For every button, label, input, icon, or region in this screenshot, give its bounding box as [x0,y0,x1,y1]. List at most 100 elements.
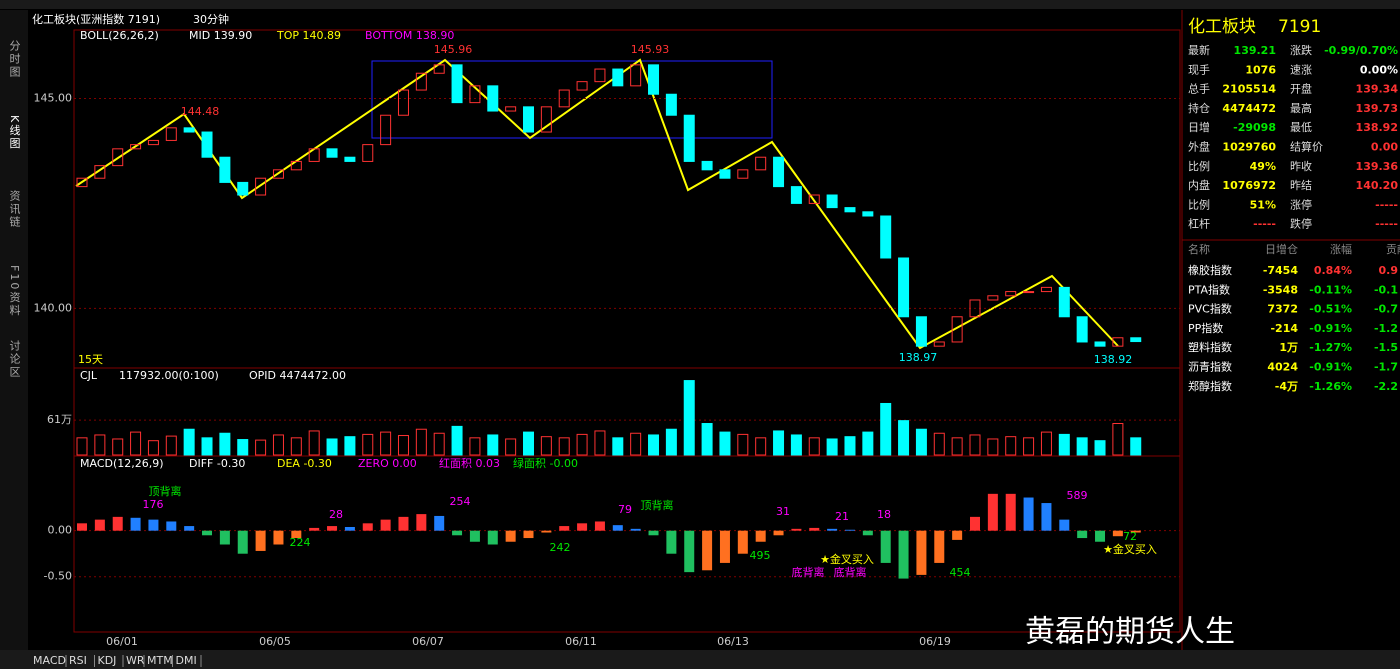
macd-bar [934,530,945,563]
component-cell: -1.2 [1374,322,1398,335]
sidebar-tab[interactable]: 分时图 [8,40,21,79]
volume-bar [112,438,124,456]
macd-bar [898,530,909,579]
component-header: 贡献 [1386,242,1400,256]
volume-bar [255,439,267,456]
volume-bar [915,428,927,456]
indicator-tab[interactable]: KDJ [98,654,117,667]
volume-bar [648,434,660,456]
volume-bar [630,432,642,456]
candle [451,64,463,104]
volume-bar [933,432,945,456]
macd-bar [291,530,302,539]
candle [1076,316,1088,343]
candle [1005,291,1017,297]
indicator-tab[interactable]: MACD [33,654,66,667]
quote-label: 杠杆 [1188,217,1210,231]
indicator-tab[interactable]: MTM [147,654,173,667]
macd-bar [559,526,570,531]
price-annotation: 138.92 [1094,353,1133,366]
quote-label: 日增 [1188,120,1210,134]
candle [898,257,910,318]
candle [523,106,534,133]
toolbar-period[interactable]: 30分钟 [193,12,229,26]
component-cell: -2.2 [1374,380,1398,393]
macd-annotation: 底背离 [792,565,825,579]
sidebar-tab[interactable]: K线图 [8,115,21,150]
macd-bar [987,493,998,531]
quote-value: -0.99/0.70% [1324,44,1398,57]
macd-bar [1059,519,1070,531]
quote-value: 51% [1250,198,1276,211]
candle [1094,341,1106,347]
quote-value: 4474472 [1222,102,1276,115]
toolbar-title[interactable]: 化工板块(亚洲指数 7191) [32,12,160,26]
volume-bar [451,425,463,456]
macd-bar [130,517,141,531]
quote-value: 0.00% [1360,63,1398,76]
candle [201,131,213,158]
component-cell[interactable]: 郑醇指数 [1188,379,1232,393]
x-tick-label: 06/19 [919,635,951,648]
component-cell[interactable]: PTA指数 [1188,282,1230,296]
macd-bar [184,526,195,531]
indicator-tab[interactable]: DMI [176,654,197,667]
volume-bar [147,440,159,456]
bottom-bar [0,650,1400,669]
volume-bar [433,432,445,456]
candle [505,106,517,112]
candle [880,215,892,259]
volume-bar [844,436,856,456]
volume-bar [576,433,588,456]
candle [540,106,552,133]
volume-bar [94,434,106,456]
volume-bar [1058,433,1070,456]
quote-label: 外盘 [1188,140,1210,154]
component-cell[interactable]: PVC指数 [1188,302,1232,316]
macd-bar [255,530,266,551]
volume-bar [790,434,802,456]
candle [219,156,231,183]
y-tick-label: 140.00 [34,301,73,314]
quote-value: 1076 [1245,63,1276,76]
sidebar-tab[interactable]: 资讯链 [8,190,21,229]
macd-bar [827,528,838,531]
legend-item: MID 139.90 [189,29,252,42]
quote-label: 持仓 [1188,101,1210,115]
volume-bar [1094,440,1106,456]
legend-item: TOP 140.89 [276,29,341,42]
candle [272,169,284,179]
sidebar-tab[interactable]: 讨论区 [8,340,21,379]
indicator-tab[interactable]: WR [126,654,145,667]
sidebar-tab[interactable]: F10资料 [8,265,21,317]
component-cell[interactable]: 塑料指数 [1188,340,1232,354]
macd-bar [1005,493,1016,531]
quote-value: ----- [1253,218,1276,231]
component-cell: -0.91% [1309,322,1352,335]
component-cell: -7454 [1263,264,1299,277]
macd-bar [648,530,659,536]
macd-bar [1023,497,1034,531]
component-cell[interactable]: 沥青指数 [1188,360,1232,374]
macd-bar [541,530,552,533]
volume-bar [397,435,409,456]
macd-bar [327,526,338,531]
component-cell: -1.7 [1374,361,1398,374]
component-cell[interactable]: PP指数 [1188,321,1223,335]
x-tick-label: 06/11 [565,635,597,648]
macd-bar [809,527,820,531]
component-cell: 7372 [1267,303,1298,316]
quote-value: 1029760 [1222,141,1276,154]
macd-bar [434,515,445,531]
y-tick-label: -0.50 [44,570,72,583]
macd-annotation: 31 [776,505,790,518]
component-cell[interactable]: 橡胶指数 [1188,263,1232,277]
macd-annotation: 454 [950,566,971,579]
indicator-tab[interactable]: RSI [69,654,87,667]
macd-annotation: 顶背离 [641,498,674,512]
volume-bar [469,437,481,456]
y-tick-label: 0.00 [48,524,73,537]
volume-bar [558,437,570,456]
panel-frames [73,10,1400,650]
component-cell: -4万 [1275,380,1298,393]
